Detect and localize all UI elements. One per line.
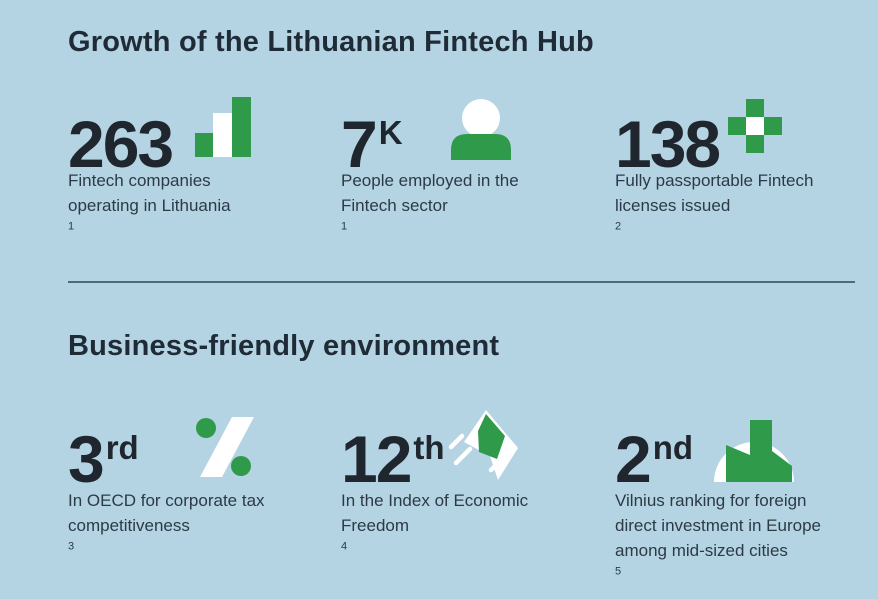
footnote-superscript: 1: [68, 220, 75, 233]
stat-caption: Fintech companies operating in Lithuania…: [68, 171, 231, 233]
stat-value: 263: [68, 107, 174, 181]
stat-value: 12th: [341, 422, 445, 496]
footnote-superscript: 4: [341, 540, 348, 553]
stat-caption: Vilnius ranking for foreign direct inves…: [615, 491, 821, 578]
stat-caption: Fully passportable Fintech licenses issu…: [615, 171, 814, 233]
stat-value-row: 7K: [341, 95, 403, 177]
stats-row-business: 3rd In OECD for corporate tax competitiv…: [68, 410, 878, 585]
plus-cross-icon: [728, 99, 782, 153]
stat-value: 138: [615, 107, 721, 181]
section-title-business: Business-friendly environment: [68, 330, 500, 362]
stat-value-row: 2nd: [615, 410, 693, 492]
stat-licenses-issued: 138 Fully passportable Fintech licenses …: [615, 95, 878, 235]
stat-value-row: 3rd: [68, 410, 139, 492]
stat-value: 3rd: [68, 422, 139, 496]
footnote-superscript: 5: [615, 565, 622, 578]
stat-suffix: nd: [652, 429, 694, 466]
podium-icon: [714, 420, 794, 482]
stat-caption: In the Index of Economic Freedom 4: [341, 491, 529, 553]
stat-value: 7K: [341, 107, 403, 181]
stat-value-row: 12th: [341, 410, 445, 492]
section-title-growth: Growth of the Lithuanian Fintech Hub: [68, 26, 594, 58]
footnote-superscript: 1: [341, 220, 348, 233]
stat-value: 2nd: [615, 422, 694, 496]
footnote-superscript: 3: [68, 540, 75, 553]
paper-plane-icon: [448, 410, 518, 480]
stats-row-growth: 263 Fintech companies operating in Lithu…: [68, 95, 878, 235]
section-divider: [68, 281, 855, 283]
stat-suffix: rd: [105, 429, 139, 466]
stat-economic-freedom: 12th In the Index of Economic Freedom 4: [341, 410, 615, 585]
stat-caption: In OECD for corporate tax competitivenes…: [68, 491, 265, 553]
stat-oecd-tax: 3rd In OECD for corporate tax competitiv…: [68, 410, 341, 585]
person-icon: [451, 99, 511, 160]
percent-icon: [196, 417, 254, 477]
stat-people-employed: 7K People employed in the Fintech sector…: [341, 95, 615, 235]
bar-chart-icon: [195, 97, 251, 157]
stat-fintech-companies: 263 Fintech companies operating in Lithu…: [68, 95, 341, 235]
footnote-superscript: 2: [615, 220, 622, 233]
stat-value-row: 263: [68, 95, 175, 177]
stat-suffix: K: [378, 114, 403, 151]
stat-vilnius-fdi: 2nd Vilnius ranking for foreign direct i…: [615, 410, 878, 585]
stat-caption: People employed in the Fintech sector 1: [341, 171, 519, 233]
stat-suffix: th: [413, 429, 445, 466]
stat-value-row: 138: [615, 95, 722, 177]
